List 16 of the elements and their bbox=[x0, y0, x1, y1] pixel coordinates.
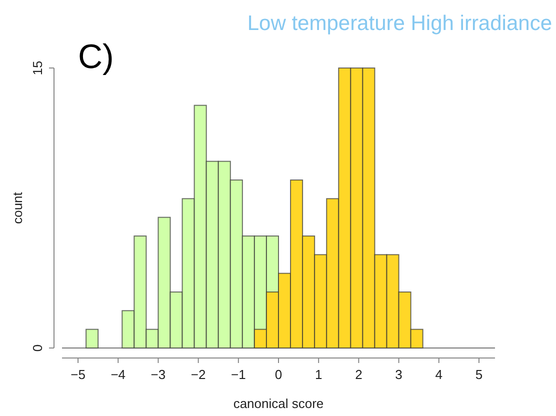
annotation: C) bbox=[78, 38, 114, 76]
x-tick-label: 3 bbox=[395, 367, 402, 382]
x-tick-label: 4 bbox=[435, 367, 442, 382]
x-tick-label: 5 bbox=[475, 367, 483, 382]
x-tick-label: −5 bbox=[70, 367, 86, 382]
x-tick-label: −4 bbox=[110, 367, 126, 382]
x-tick-label: −2 bbox=[190, 367, 206, 382]
x-tick-label: −3 bbox=[150, 367, 166, 382]
y-axis-title: count bbox=[10, 192, 25, 224]
y-tick-label: 15 bbox=[30, 60, 45, 76]
x-tick-label: 2 bbox=[355, 367, 362, 382]
x-axis-title: canonical score bbox=[233, 396, 324, 411]
chart-title: Low temperature High irradiance bbox=[247, 12, 552, 35]
x-tick-label: 1 bbox=[314, 367, 322, 382]
x-tick-label: −1 bbox=[230, 367, 246, 382]
x-tick-label: 0 bbox=[274, 367, 282, 382]
